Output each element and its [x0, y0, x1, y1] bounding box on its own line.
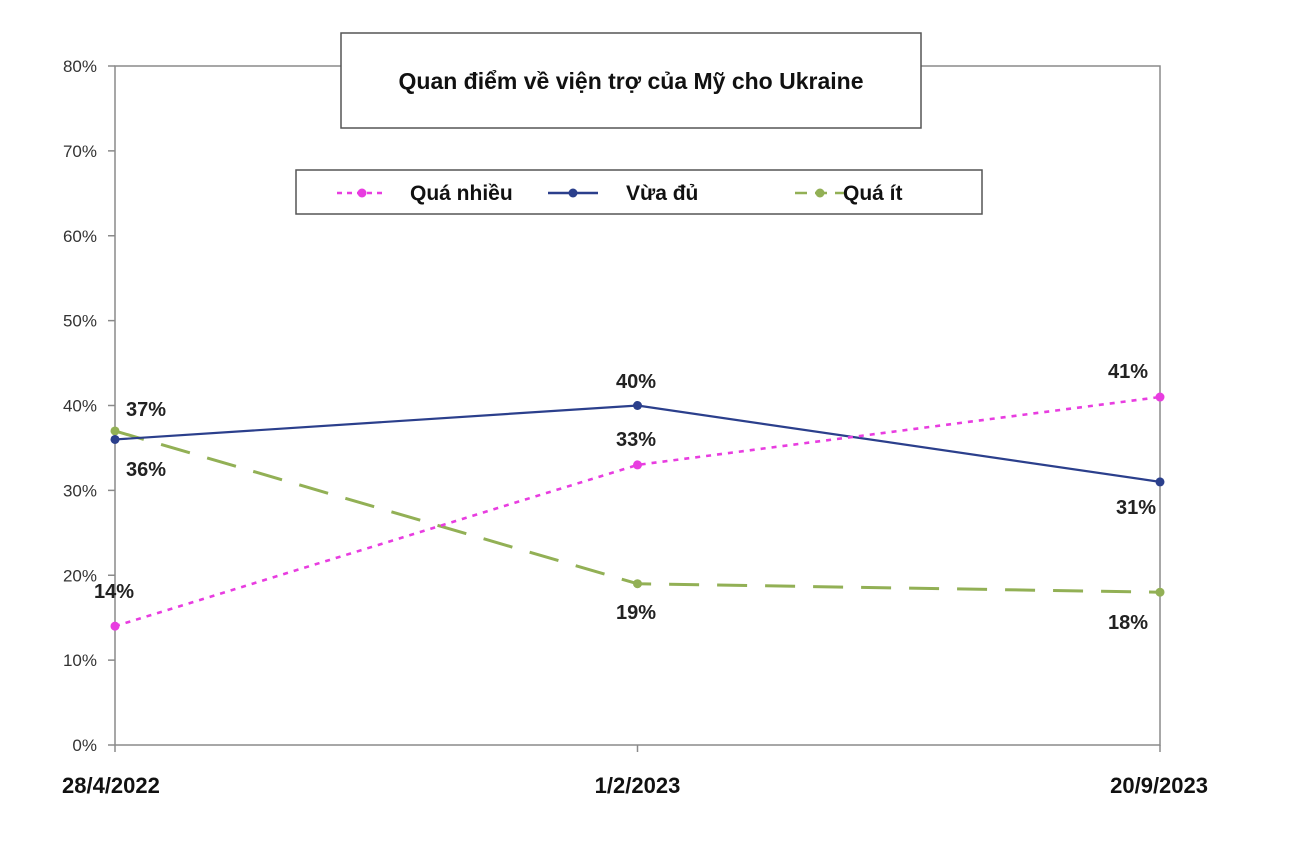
y-tick-label: 40% — [63, 397, 97, 416]
data-label-2-1: 19% — [616, 602, 656, 624]
y-tick-label: 10% — [63, 651, 97, 670]
data-label-2-2: 18% — [1108, 612, 1148, 634]
series-point-1-2 — [1155, 477, 1165, 487]
legend-swatch-marker-2 — [815, 188, 825, 198]
y-tick-label: 80% — [63, 57, 97, 76]
data-label-0-1: 33% — [616, 429, 656, 451]
y-tick-label: 20% — [63, 566, 97, 585]
legend-swatch-marker-1 — [568, 188, 578, 198]
y-tick-label: 0% — [72, 736, 97, 755]
legend-label-0: Quá nhiều — [410, 182, 513, 205]
series-point-0-1 — [633, 460, 642, 470]
x-tick-label: 20/9/2023 — [1110, 773, 1208, 798]
data-labels: 14% 33% 41% 36% 40% 31% 37% 19% 18% — [94, 361, 1156, 634]
y-tick-label: 60% — [63, 227, 97, 246]
y-tick-label: 70% — [63, 142, 97, 161]
chart-title: Quan điểm về viện trợ của Mỹ cho Ukraine — [399, 68, 864, 94]
series-point-2-1 — [633, 579, 642, 589]
y-tick-label: 50% — [63, 312, 97, 331]
data-label-2-0: 37% — [126, 399, 166, 421]
data-label-0-0: 14% — [94, 581, 134, 603]
legend-label-2: Quá ít — [843, 182, 903, 205]
data-label-1-2: 31% — [1116, 497, 1156, 519]
legend-swatch-marker-0 — [357, 188, 367, 198]
data-label-1-0: 36% — [126, 459, 166, 481]
x-tick-label: 1/2/2023 — [595, 773, 681, 798]
data-label-1-1: 40% — [616, 371, 656, 393]
axes: 0% 10% 20% 30% 40% 50% 60% 70% 80% 28/4/2022 1/2/2… — [62, 57, 1208, 798]
x-tick-label: 28/4/2022 — [62, 773, 160, 798]
series-point-2-0 — [110, 426, 120, 436]
title-frame — [340, 32, 922, 129]
chart-title-box: Quan điểm về viện trợ của Mỹ cho Ukraine — [340, 32, 922, 129]
series-point-0-0 — [110, 621, 120, 631]
legend-label-1: Vừa đủ — [626, 182, 698, 205]
legend: Quá nhiều Vừa đủ Quá ít — [295, 169, 983, 215]
series-point-1-1 — [633, 401, 642, 410]
series-line-2 — [114, 429, 1161, 594]
legend-frame — [295, 169, 983, 215]
series-point-0-2 — [1155, 392, 1165, 402]
series-point-1-0 — [110, 434, 120, 444]
series-lines — [110, 392, 1165, 631]
series-point-2-2 — [1155, 587, 1165, 597]
y-tick-label: 30% — [63, 481, 97, 500]
data-label-0-2: 41% — [1108, 361, 1148, 383]
